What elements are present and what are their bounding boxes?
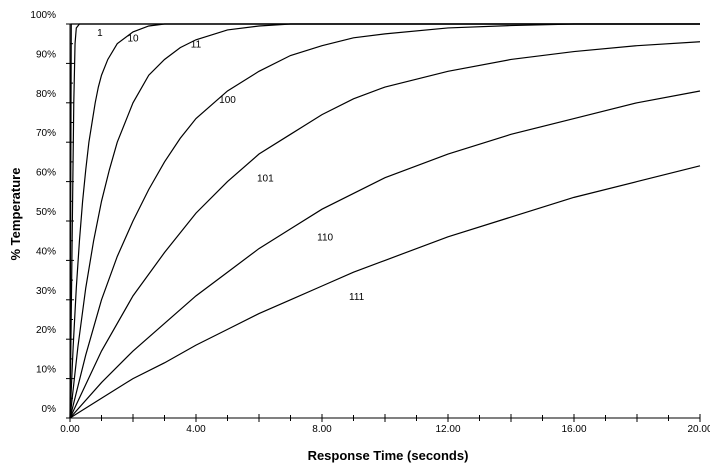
curve-label: 1 [97,28,103,39]
series-line [69,23,700,419]
curve-label: 111 [349,292,365,303]
plot-axes: 0% 10% 20% 30% 40% 50% 60% 70% 80% 90% 100% 0.00 4.0… [30,10,710,435]
curves [69,23,701,419]
y-tick-label: 40% [36,246,56,257]
y-tick-label: 80% [36,89,56,100]
y-tick-label: 60% [36,168,56,179]
curve-label: 11 [191,40,202,51]
y-tick-label: 20% [36,325,56,336]
curve-label: 10 [127,34,139,45]
y-tick-label: 30% [36,286,56,297]
series-line [69,90,701,419]
y-tick-label: 70% [36,128,56,139]
series-line [69,165,701,419]
x-tick-label: 8.00 [312,424,332,435]
series-line [69,41,701,419]
curve-label: 110 [317,233,333,244]
x-tick-label: 12.00 [435,424,460,435]
x-tick-label: 0.00 [60,424,80,435]
y-tick-label: 10% [36,365,56,376]
x-axis-title: Response Time (seconds) [308,448,469,463]
x-tick-label: 16.00 [561,424,586,435]
series-line [69,23,700,419]
y-tick-label: 50% [36,207,56,218]
curve-label: 100 [219,95,236,106]
series-line [69,23,700,419]
series-line [69,23,700,419]
x-tick-label: 4.00 [186,424,206,435]
y-tick-label: 90% [36,49,56,60]
curve-label: 101 [257,174,274,185]
series-line [69,23,700,419]
y-axis-title: % Temperature [8,168,23,261]
x-tick-label: 20.00 [687,424,710,435]
y-tick-label: 100% [30,10,56,21]
y-tick-label: 0% [42,404,57,415]
